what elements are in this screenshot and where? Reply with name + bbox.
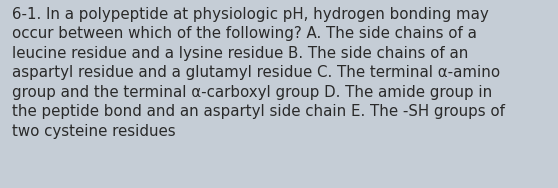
Text: 6-1. In a polypeptide at physiologic pH, hydrogen bonding may
occur between whic: 6-1. In a polypeptide at physiologic pH,…: [12, 7, 506, 139]
